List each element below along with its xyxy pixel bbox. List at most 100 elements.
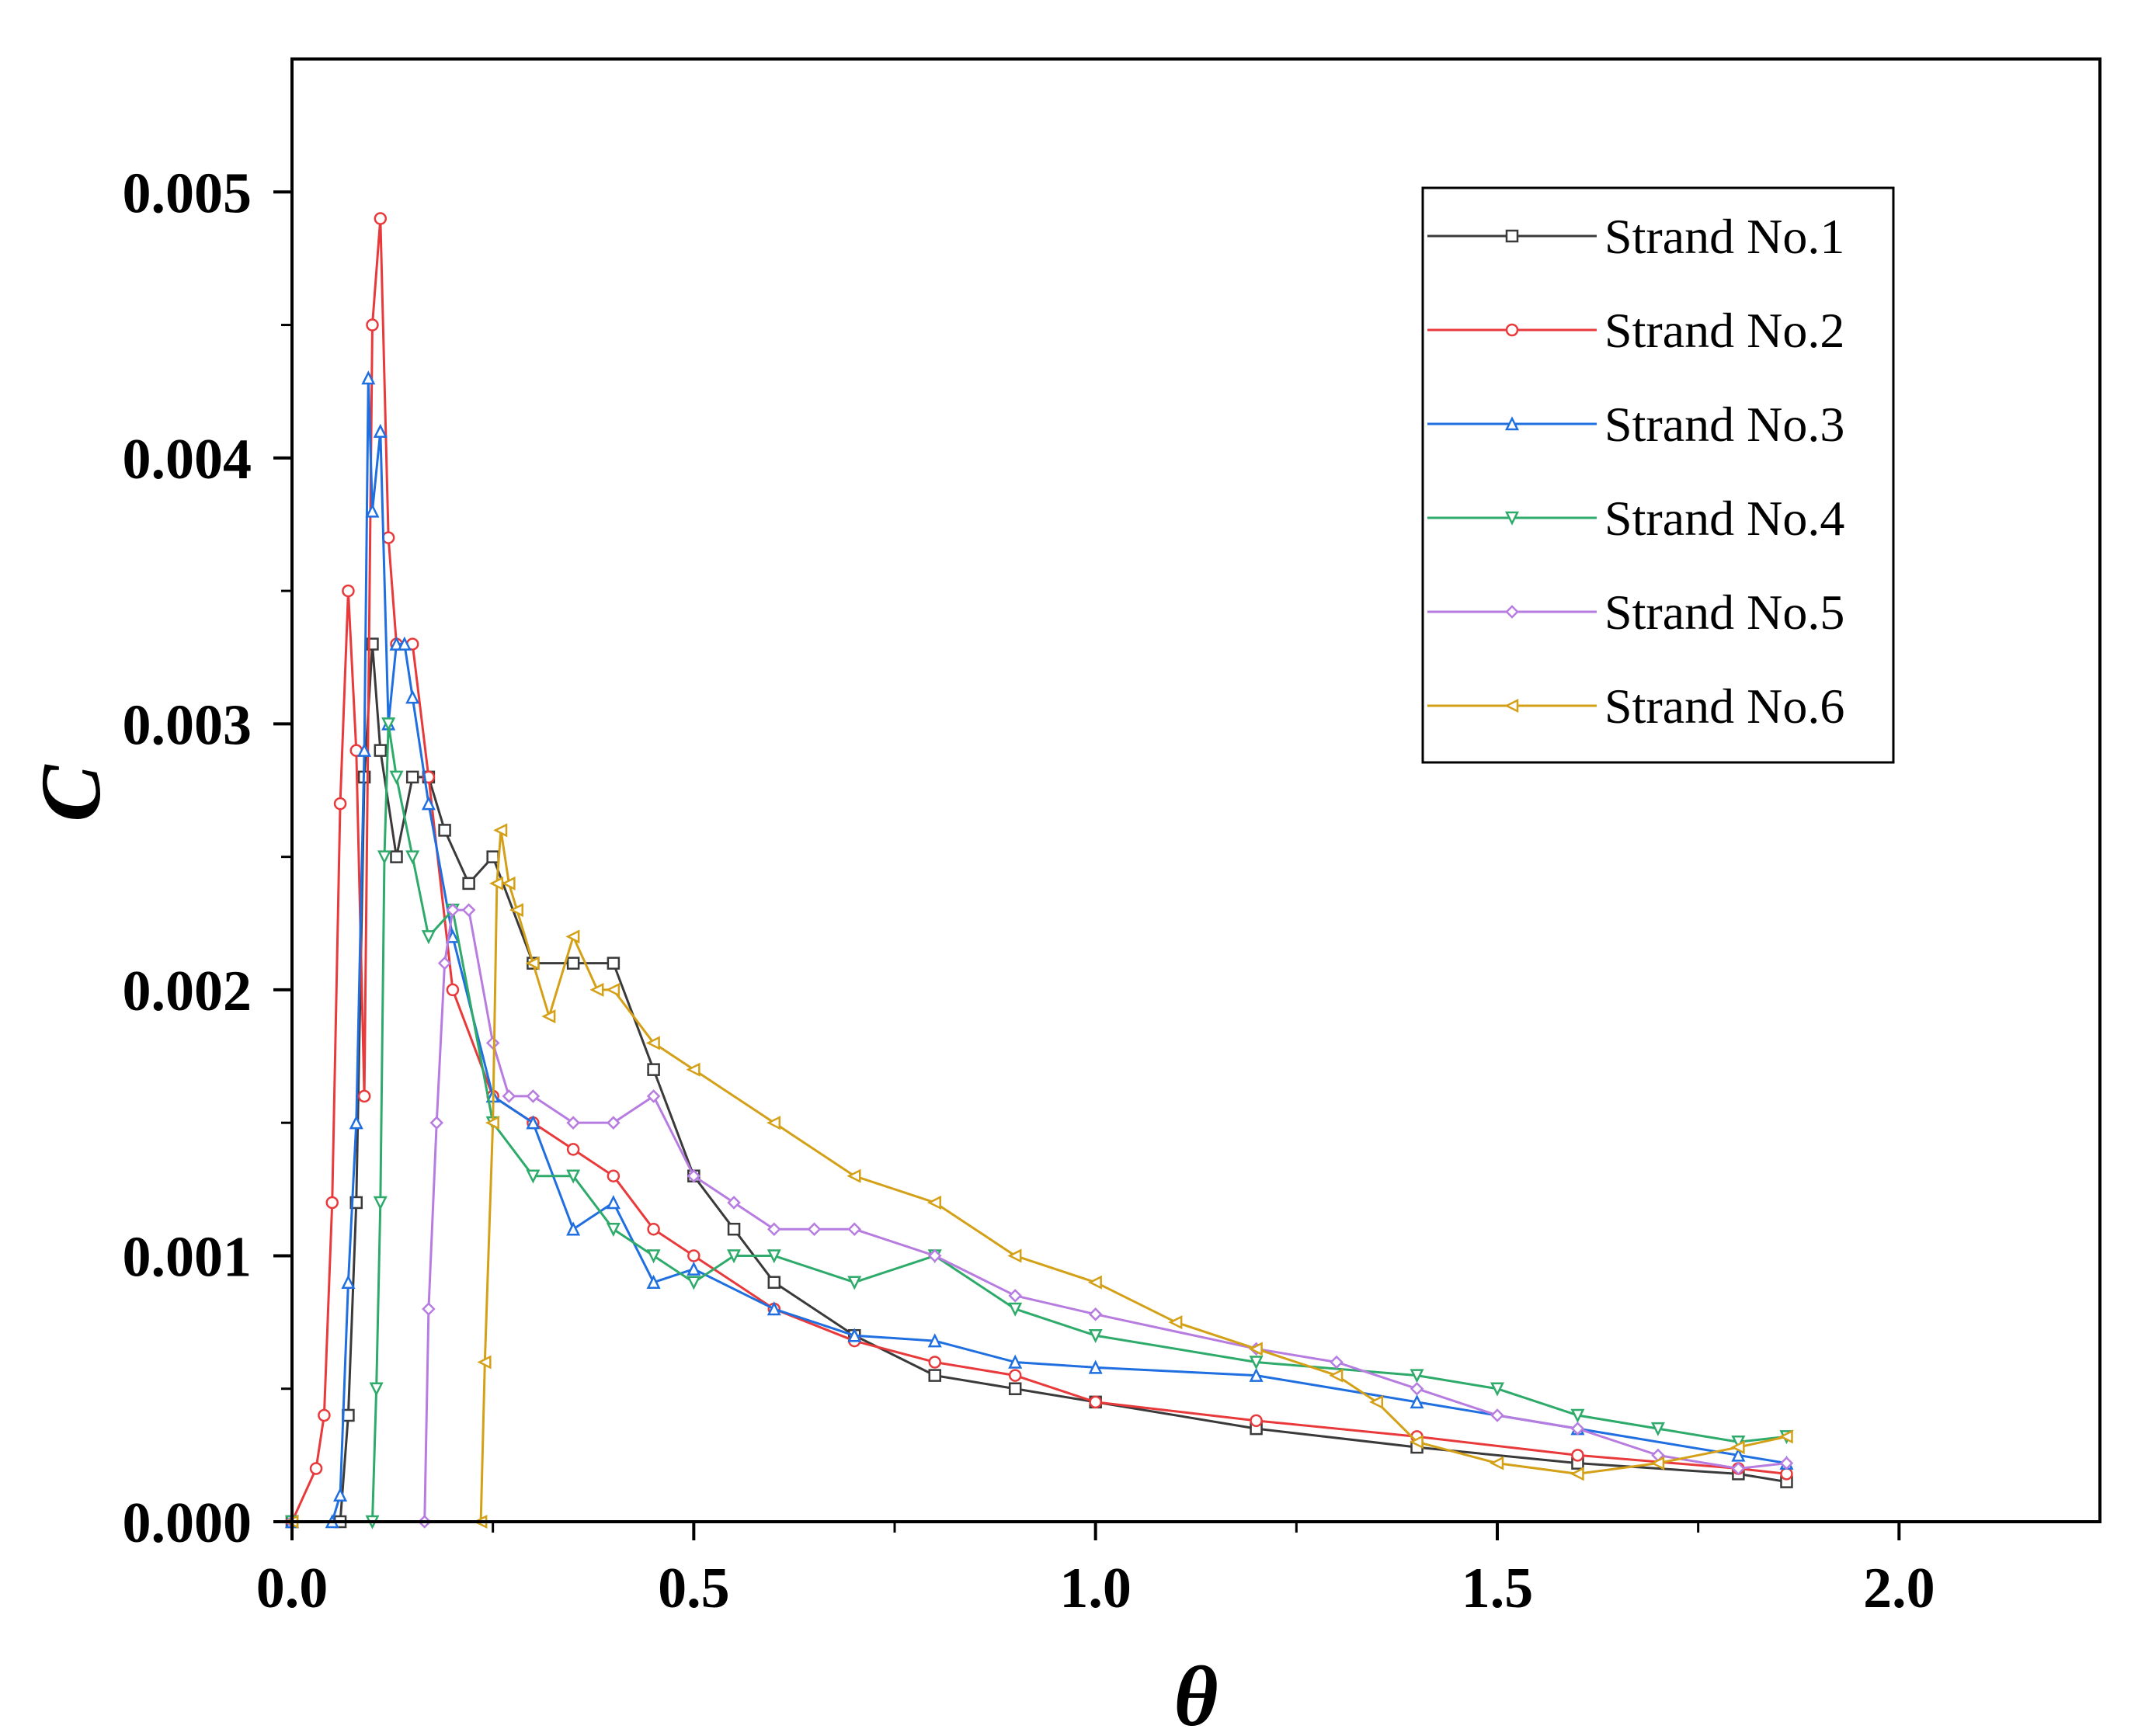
legend-box (1421, 186, 1895, 764)
data-point (727, 1222, 741, 1236)
data-point (645, 1036, 660, 1050)
data-point (767, 1276, 781, 1289)
data-point (1008, 1369, 1022, 1382)
data-point (389, 770, 404, 785)
data-point (357, 1089, 371, 1103)
data-point (486, 850, 499, 863)
data-point (1250, 1414, 1263, 1428)
data-point (421, 796, 436, 811)
data-point (342, 584, 355, 598)
data-point (445, 929, 460, 943)
legend-marker (1504, 698, 1519, 713)
data-point (1490, 1408, 1504, 1422)
data-point (1650, 1456, 1665, 1470)
x-tick-label: 0.5 (658, 1557, 730, 1620)
data-point (381, 531, 395, 544)
data-point (927, 1333, 942, 1348)
data-point (309, 1462, 323, 1475)
data-point (502, 1089, 516, 1103)
data-point (422, 1302, 436, 1316)
legend-label: Strand No.3 (1604, 397, 1844, 452)
legend-item: Strand No.4 (1427, 491, 1844, 546)
data-point (1410, 1394, 1424, 1409)
data-point (846, 1168, 861, 1183)
data-point (405, 850, 420, 865)
data-point (397, 636, 412, 651)
data-point (1778, 1429, 1793, 1444)
legend-marker (1505, 323, 1519, 337)
data-point (1008, 1302, 1023, 1317)
data-point (926, 1195, 941, 1210)
data-point (1571, 1449, 1584, 1462)
data-point (566, 957, 580, 970)
data-point (509, 903, 523, 918)
data-point (1088, 1359, 1103, 1374)
legend-item: Strand No.1 (1427, 209, 1844, 264)
data-point (1731, 1461, 1746, 1476)
data-point (1409, 1435, 1424, 1450)
data-point (325, 1196, 339, 1210)
data-point (357, 742, 372, 757)
data-point (373, 423, 388, 438)
data-point (607, 1169, 621, 1182)
data-point (341, 1274, 356, 1289)
legend-label: Strand No.2 (1604, 303, 1844, 358)
data-point (1087, 1275, 1102, 1290)
data-point (647, 1063, 660, 1076)
data-point (446, 903, 460, 917)
y-tick-label: 0.002 (123, 960, 252, 1023)
data-point (1570, 1422, 1585, 1436)
data-point (405, 770, 419, 784)
data-point (1330, 1355, 1344, 1370)
data-point (429, 1116, 444, 1130)
legend-item: Strand No.6 (1427, 679, 1844, 734)
data-point (361, 370, 376, 385)
data-point (374, 212, 388, 225)
data-point (1329, 1368, 1344, 1383)
data-point (565, 929, 580, 944)
data-point (687, 1276, 701, 1290)
data-point (647, 1222, 660, 1236)
data-point (1008, 1382, 1022, 1395)
y-tick-label: 0.001 (123, 1225, 252, 1289)
data-point (377, 850, 392, 865)
data-point (1248, 1342, 1263, 1356)
data-point (1780, 1467, 1793, 1481)
legend-marker (1505, 229, 1519, 243)
data-point (606, 1195, 621, 1210)
legend-label: Strand No.5 (1604, 585, 1844, 640)
data-point (927, 1248, 942, 1263)
data-point (607, 1116, 621, 1130)
data-point (727, 1249, 742, 1264)
legend-label: Strand No.4 (1604, 491, 1844, 546)
data-point (767, 1301, 781, 1316)
data-point (446, 983, 460, 997)
x-tick-label: 2.0 (1863, 1557, 1935, 1620)
data-point (1730, 1440, 1745, 1455)
data-point (847, 1222, 862, 1236)
legend-label: Strand No.1 (1604, 209, 1844, 264)
data-point (646, 1249, 661, 1264)
data-point (1008, 1354, 1023, 1369)
data-point (1731, 1447, 1746, 1462)
y-tick-label: 0.005 (123, 161, 252, 225)
data-point (369, 1382, 384, 1397)
data-point (847, 1328, 862, 1342)
data-point (686, 1062, 700, 1077)
data-point (727, 1196, 741, 1210)
data-point (687, 1168, 701, 1183)
data-point (381, 717, 396, 732)
data-point (462, 877, 475, 891)
data-point (1249, 1367, 1264, 1382)
data-point (477, 1355, 492, 1370)
data-point (807, 1222, 822, 1236)
data-point (1369, 1394, 1384, 1409)
series-layer (284, 212, 1794, 1529)
data-point (566, 1116, 580, 1130)
data-point (526, 1089, 541, 1103)
data-point (421, 930, 436, 945)
data-point (525, 956, 540, 970)
data-point (1650, 1422, 1665, 1436)
y-tick-label: 0.003 (123, 693, 252, 757)
